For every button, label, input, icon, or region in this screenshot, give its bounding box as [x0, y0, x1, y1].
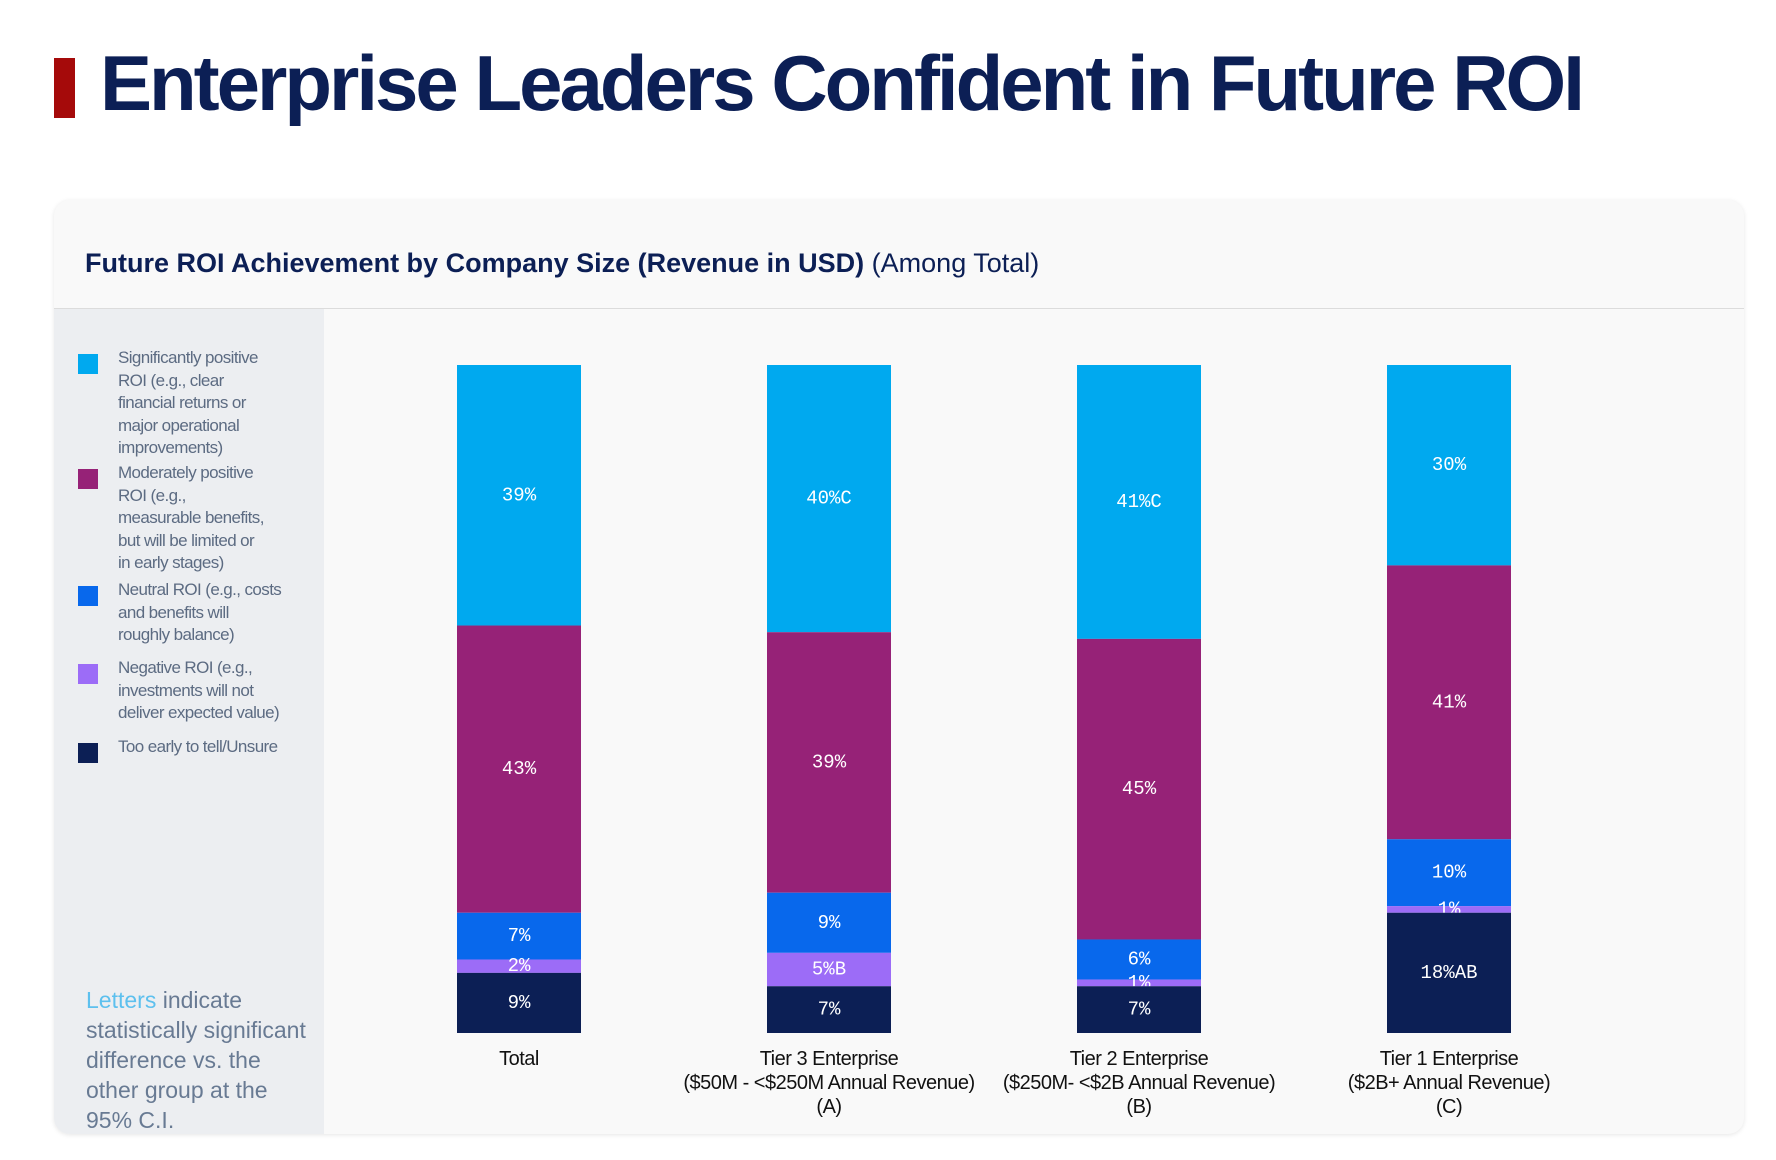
data-label: 7% — [818, 999, 841, 1021]
bar-segment — [1077, 365, 1201, 639]
category-label-line: ($50M - <$250M Annual Revenue) — [683, 1072, 974, 1094]
legend-label: Negative ROI (e.g., investments will not d… — [118, 658, 280, 722]
data-label: 2% — [508, 955, 531, 977]
bar-segment — [1077, 986, 1201, 1033]
legend-swatch — [78, 354, 98, 374]
category-label: Total — [499, 1048, 539, 1070]
legend-swatch — [78, 586, 98, 606]
bar-segment — [767, 986, 891, 1033]
note-text: indicate statistically significant diffe… — [86, 987, 306, 1133]
bar-segment — [1077, 939, 1201, 980]
bar-segment — [457, 625, 581, 913]
category-label-line: ($2B+ Annual Revenue) — [1348, 1072, 1550, 1094]
bar-segment — [1077, 979, 1201, 987]
chart-card: Future ROI Achievement by Company Size (… — [54, 200, 1744, 1134]
chart-title-suffix: (Among Total) — [871, 248, 1040, 278]
category-label: Tier 3 Enterprise ($50M - <$250M Annual R… — [683, 1048, 974, 1118]
significance-note: Letters indicate statistically significa… — [86, 985, 316, 1134]
data-label: 7% — [1128, 999, 1151, 1021]
legend-swatch — [78, 743, 98, 763]
chart-title: Future ROI Achievement by Company Size (… — [85, 248, 1039, 279]
bar-segment — [767, 892, 891, 953]
legend-label: Moderately positive ROI (e.g., measurable … — [118, 463, 264, 572]
note-highlight: Letters — [86, 987, 157, 1013]
chart-header: Future ROI Achievement by Company Size (… — [54, 200, 1744, 309]
data-label: 10% — [1432, 862, 1467, 884]
data-label: 30% — [1432, 454, 1467, 476]
bar-segment — [457, 365, 581, 626]
bar-segment — [1387, 839, 1511, 907]
category-label-line: (C) — [1436, 1096, 1462, 1118]
legend-panel: Significantly positive ROI (e.g., clear fi… — [54, 309, 324, 1134]
category-label-line: Tier 2 Enterprise — [1070, 1048, 1209, 1070]
bar-segment — [767, 365, 891, 633]
bar-segment — [457, 959, 581, 973]
bar-segment — [1387, 906, 1511, 913]
stacked-bar-chart: 39% 43% 7% 2% 9% Total 40%C 39% 9% 5%B 7% Tier 3 En… — [457, 365, 1551, 1118]
bar-segment — [1387, 912, 1511, 1033]
bar-segment — [767, 952, 891, 987]
title-accent-bar — [54, 58, 75, 118]
legend-swatch — [78, 664, 98, 684]
data-label: 5%B — [812, 959, 846, 981]
legend-label: Significantly positive ROI (e.g., clear fi… — [118, 348, 258, 457]
legend-label: Neutral ROI (e.g., costs and benefits wil… — [118, 580, 282, 644]
legend-label: Too early to tell/Unsure — [118, 737, 278, 756]
data-label: 9% — [508, 992, 531, 1014]
data-label: 6% — [1128, 949, 1151, 971]
bar-segment — [1077, 638, 1201, 940]
category-label: Tier 2 Enterprise ($250M- <$2B Annual Rev… — [1003, 1048, 1275, 1118]
category-label-line: (B) — [1126, 1096, 1151, 1118]
category-label-line: Total — [499, 1048, 539, 1070]
category-label: Tier 1 Enterprise ($2B+ Annual Revenue) (C… — [1348, 1048, 1550, 1118]
category-label-line: ($250M- <$2B Annual Revenue) — [1003, 1072, 1275, 1094]
bar-segment — [1387, 565, 1511, 840]
data-label: 18%AB — [1420, 962, 1477, 984]
data-label: 9% — [818, 912, 841, 934]
data-label: 7% — [508, 925, 531, 947]
data-label: 39% — [812, 751, 847, 773]
category-label-line: Tier 3 Enterprise — [760, 1048, 899, 1070]
page-title: Enterprise Leaders Confident in Future R… — [100, 39, 1585, 127]
legend-swatch — [78, 469, 98, 489]
chart-title-main: Future ROI Achievement by Company Size (… — [85, 248, 865, 278]
category-label-line: (A) — [816, 1096, 841, 1118]
category-label-line: Tier 1 Enterprise — [1380, 1048, 1519, 1070]
data-label: 43% — [502, 758, 537, 780]
bar-segment — [767, 632, 891, 893]
data-label: 45% — [1122, 778, 1157, 800]
data-label: 41%C — [1116, 491, 1162, 513]
bar-segment — [457, 912, 581, 960]
data-label: 39% — [502, 484, 537, 506]
data-label: 41% — [1432, 691, 1467, 713]
bar-segment — [457, 972, 581, 1033]
bar-segment — [1387, 365, 1511, 566]
data-label: 40%C — [806, 488, 852, 510]
